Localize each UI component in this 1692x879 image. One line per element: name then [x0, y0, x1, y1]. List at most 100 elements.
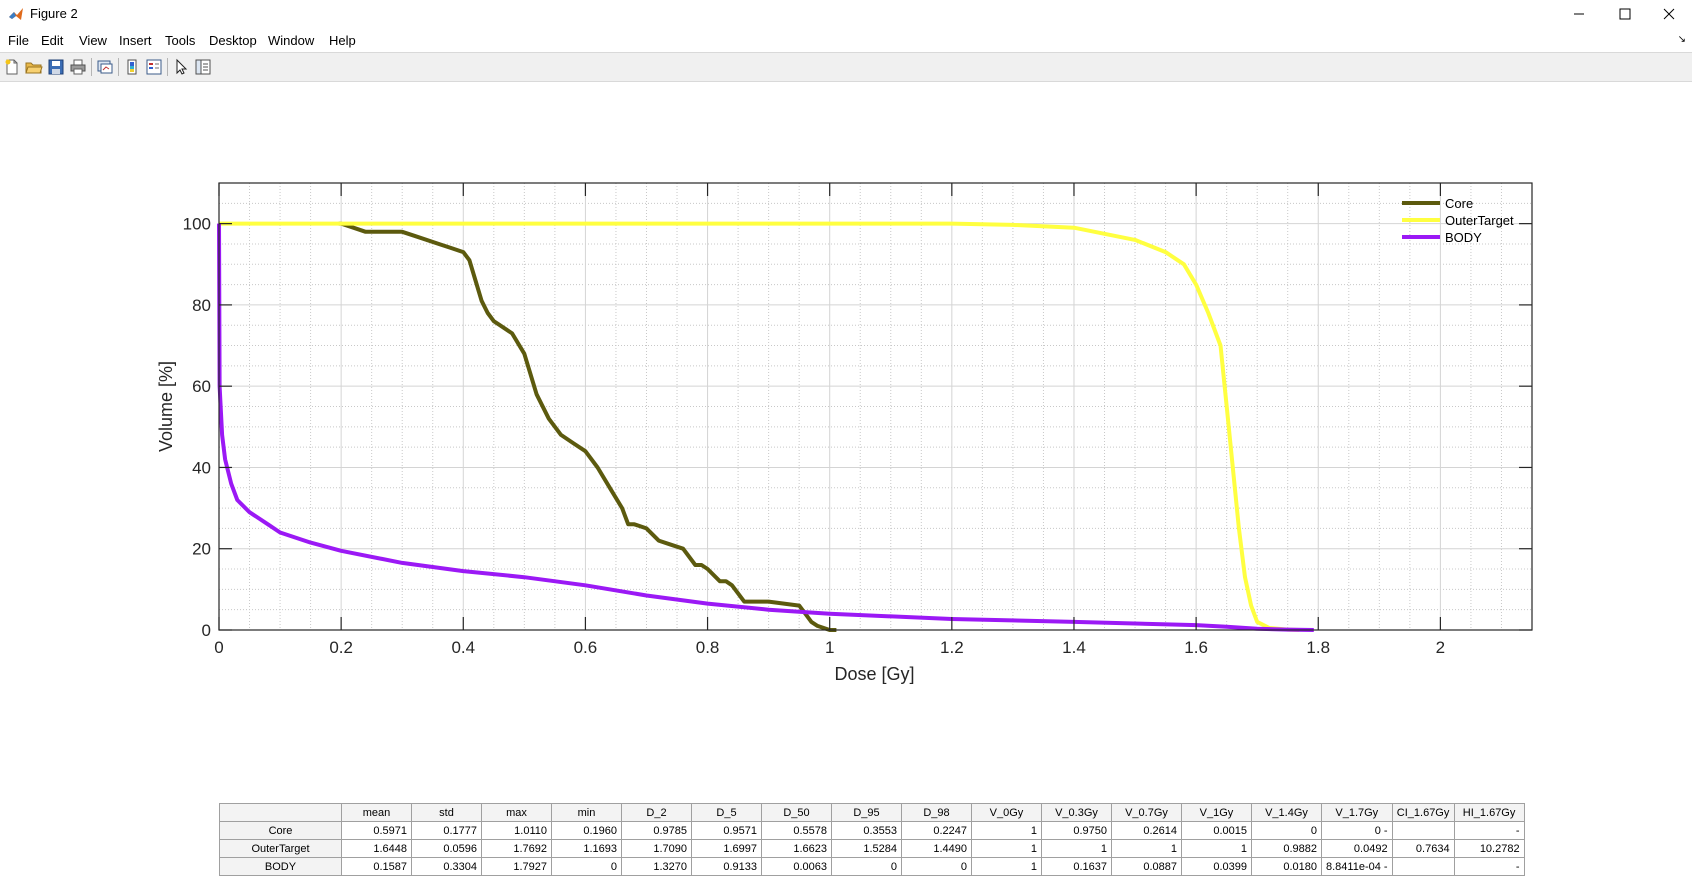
edit-plot-icon[interactable] — [172, 58, 190, 76]
menu-file[interactable]: File — [8, 33, 29, 48]
table-cell[interactable]: 0.0180 — [1251, 857, 1322, 876]
table-cell[interactable]: 0.9785 — [621, 821, 692, 840]
table-cell[interactable]: 1 — [1111, 839, 1182, 858]
column-header[interactable]: D_5 — [691, 803, 762, 822]
dock-arrow-icon[interactable]: ↘ — [1677, 34, 1686, 45]
table-cell[interactable]: 0 — [1251, 821, 1322, 840]
table-cell[interactable]: 0 — [831, 857, 902, 876]
close-icon[interactable] — [1646, 0, 1692, 28]
table-cell[interactable]: 0.5971 — [341, 821, 412, 840]
new-figure-icon[interactable] — [3, 58, 21, 76]
table-cell[interactable]: 0.0015 — [1181, 821, 1252, 840]
y-tick-label: 40 — [192, 458, 211, 477]
column-header[interactable]: V_0Gy — [971, 803, 1042, 822]
table-cell[interactable]: 0.2614 — [1111, 821, 1182, 840]
maximize-icon[interactable] — [1602, 0, 1648, 28]
table-cell[interactable]: 10.2782 — [1453, 839, 1525, 858]
menu-edit[interactable]: Edit — [41, 33, 64, 48]
row-header[interactable]: Core — [219, 821, 342, 840]
table-cell[interactable] — [1391, 857, 1455, 876]
table-cell[interactable]: 0.9750 — [1041, 821, 1112, 840]
plot-browser-icon[interactable] — [194, 58, 212, 76]
menu-help[interactable]: Help — [329, 33, 356, 48]
table-cell[interactable]: 1.6623 — [761, 839, 832, 858]
column-header[interactable]: D_98 — [901, 803, 972, 822]
table-cell[interactable]: - — [1453, 821, 1525, 840]
table-cell[interactable] — [1391, 821, 1455, 840]
table-cell[interactable]: 1.5284 — [831, 839, 902, 858]
table-cell[interactable]: 0.9882 — [1251, 839, 1322, 858]
column-header[interactable]: V_1.4Gy — [1251, 803, 1322, 822]
column-header[interactable]: D_2 — [621, 803, 692, 822]
table-cell[interactable]: 0.7634 — [1391, 839, 1455, 858]
matlab-icon — [9, 8, 23, 20]
column-header[interactable]: max — [481, 803, 552, 822]
table-cell[interactable]: 1.7692 — [481, 839, 552, 858]
save-icon[interactable] — [47, 58, 65, 76]
table-cell[interactable]: 0.0596 — [411, 839, 482, 858]
minimize-icon[interactable] — [1556, 0, 1602, 28]
menu-view[interactable]: View — [79, 33, 107, 48]
figure-toolbar — [0, 52, 1692, 82]
table-cell[interactable]: 1.6448 — [341, 839, 412, 858]
column-header[interactable]: V_1.7Gy — [1321, 803, 1393, 822]
open-file-icon[interactable] — [25, 58, 43, 76]
table-cell[interactable]: 1 — [971, 839, 1042, 858]
menu-window[interactable]: Window — [268, 33, 315, 48]
column-header[interactable]: HI_1.67Gy — [1453, 803, 1525, 822]
column-header[interactable]: V_1Gy — [1181, 803, 1252, 822]
table-cell[interactable]: 0 — [901, 857, 972, 876]
table-cell[interactable]: 0.3553 — [831, 821, 902, 840]
print-icon[interactable] — [69, 58, 87, 76]
menu-desktop[interactable]: Desktop — [209, 33, 257, 48]
table-cell[interactable]: 0.9133 — [691, 857, 762, 876]
table-cell[interactable]: 1 — [971, 857, 1042, 876]
table-cell[interactable]: - — [1453, 857, 1525, 876]
table-cell[interactable]: 1 — [1181, 839, 1252, 858]
table-cell[interactable]: 1.3270 — [621, 857, 692, 876]
column-header[interactable]: V_0.7Gy — [1111, 803, 1182, 822]
insert-colorbar-icon[interactable] — [123, 58, 141, 76]
table-cell[interactable]: 0.3304 — [411, 857, 482, 876]
window-title: Figure 2 — [30, 6, 78, 21]
column-header[interactable]: D_95 — [831, 803, 902, 822]
table-cell[interactable]: 0.9571 — [691, 821, 762, 840]
table-cell[interactable]: 0.0399 — [1181, 857, 1252, 876]
table-cell[interactable]: 0.0063 — [761, 857, 832, 876]
table-cell[interactable]: 1.0110 — [481, 821, 552, 840]
table-cell[interactable]: 0.5578 — [761, 821, 832, 840]
table-cell[interactable]: 0.0887 — [1111, 857, 1182, 876]
table-cell[interactable]: 1.6997 — [691, 839, 762, 858]
menu-insert[interactable]: Insert — [119, 33, 152, 48]
table-cell[interactable]: 0.1777 — [411, 821, 482, 840]
row-header[interactable]: OuterTarget — [219, 839, 342, 858]
table-cell[interactable]: 1 — [971, 821, 1042, 840]
menu-tools[interactable]: Tools — [165, 33, 196, 48]
table-cell[interactable]: 1.7090 — [621, 839, 692, 858]
link-plot-icon[interactable] — [96, 58, 114, 76]
table-cell[interactable]: 1 — [1041, 839, 1112, 858]
table-cell[interactable]: 1.7927 — [481, 857, 552, 876]
toolbar-separator — [167, 58, 168, 76]
column-header[interactable]: std — [411, 803, 482, 822]
dvh-chart[interactable]: 0 0.2 0.4 0.6 0.8 1 1.2 1.4 1.6 1.8 2020406080100D… — [0, 82, 1692, 879]
column-header[interactable]: V_0.3Gy — [1041, 803, 1112, 822]
column-header[interactable]: CI_1.67Gy — [1391, 803, 1455, 822]
table-cell[interactable]: 0 — [551, 857, 622, 876]
table-cell[interactable]: 1.1693 — [551, 839, 622, 858]
table-cell[interactable]: 0.1637 — [1041, 857, 1112, 876]
column-header[interactable]: mean — [341, 803, 412, 822]
insert-legend-icon[interactable] — [145, 58, 163, 76]
table-cell[interactable]: 0.1960 — [551, 821, 622, 840]
figure-canvas[interactable]: 0 0.2 0.4 0.6 0.8 1 1.2 1.4 1.6 1.8 2 0 20 40 60 80 100 D… — [0, 82, 1692, 879]
table-cell[interactable]: 0.1587 — [341, 857, 412, 876]
table-cell[interactable]: 1.4490 — [901, 839, 972, 858]
row-header[interactable]: BODY — [219, 857, 342, 876]
x-tick-label: 2 — [1436, 638, 1445, 657]
column-header[interactable]: min — [551, 803, 622, 822]
column-header[interactable]: D_50 — [761, 803, 832, 822]
table-cell[interactable]: 0 - — [1321, 821, 1393, 840]
table-cell[interactable]: 0.2247 — [901, 821, 972, 840]
table-cell[interactable]: 0.0492 — [1321, 839, 1393, 858]
table-cell[interactable]: 8.8411e-04 - — [1321, 857, 1393, 876]
